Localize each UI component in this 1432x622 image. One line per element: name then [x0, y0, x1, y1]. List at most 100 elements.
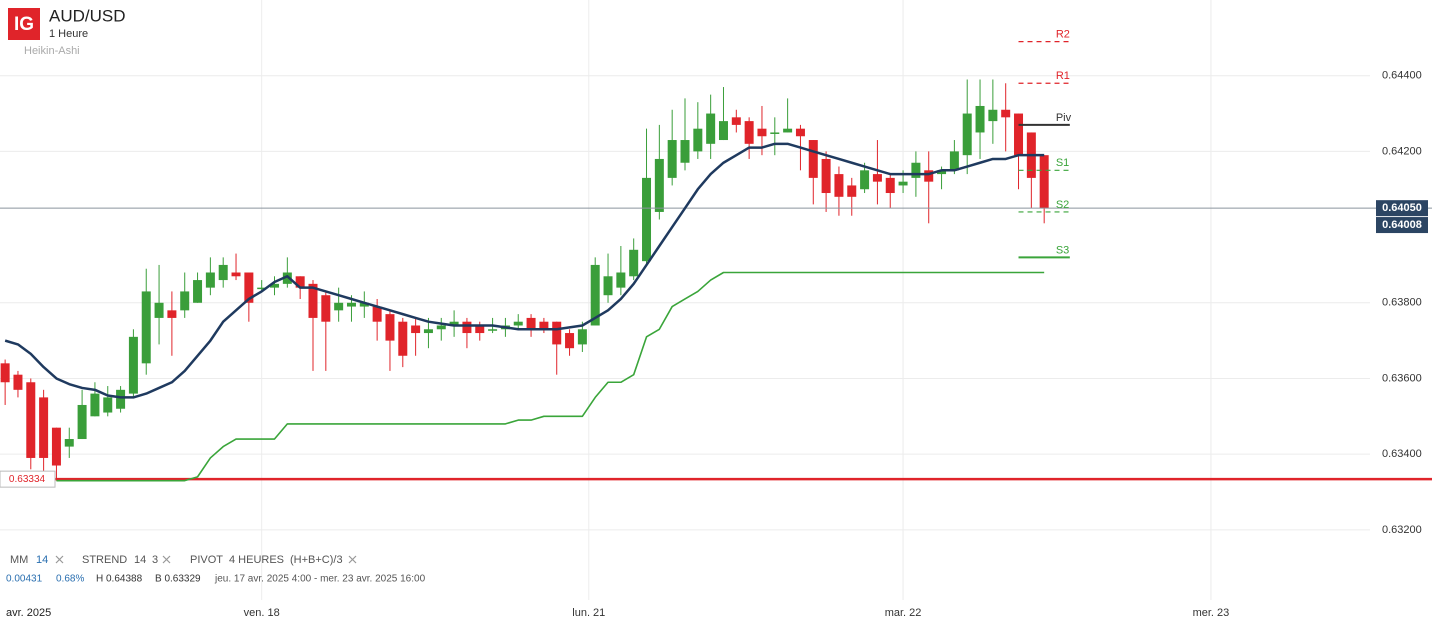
candle-body	[847, 185, 857, 197]
candle-body	[436, 325, 446, 330]
candle-body	[270, 283, 280, 288]
remove-icon[interactable]	[162, 555, 171, 564]
candle-body	[321, 295, 331, 322]
x-tick-label: mar. 22	[885, 607, 922, 619]
candle-body	[1001, 109, 1011, 118]
candle-body	[398, 321, 408, 356]
candle-body	[808, 140, 818, 178]
candle-body	[193, 280, 203, 303]
candle-body	[488, 329, 498, 331]
indicator-param: 3	[152, 554, 158, 566]
indicator-name: PIVOT	[190, 554, 223, 566]
y-tick-label: 0.63400	[1382, 448, 1422, 460]
candle-body	[359, 302, 369, 307]
candle-body	[116, 389, 126, 409]
candle-body	[872, 174, 882, 182]
candle-body	[821, 158, 831, 194]
chart-style: Heikin-Ashi	[24, 45, 80, 57]
remove-icon[interactable]	[348, 555, 357, 564]
plot-area	[0, 79, 1049, 481]
candle-body	[51, 427, 61, 466]
indicator-name: MM	[10, 554, 28, 566]
last-price-box	[1376, 217, 1428, 234]
y-tick-label: 0.64200	[1382, 145, 1422, 157]
candle-body	[731, 117, 741, 125]
candle-body	[231, 272, 241, 277]
candle-body	[308, 283, 318, 318]
y-tick-label: 0.64400	[1382, 70, 1422, 82]
last-price-label: 0.64008	[1382, 219, 1422, 231]
candle-body	[603, 276, 613, 296]
candle-body	[577, 329, 587, 345]
pivot-label: S3	[1056, 244, 1069, 256]
candle-body	[795, 128, 805, 137]
candle-body	[975, 105, 985, 133]
candle-body	[385, 314, 395, 341]
candle-body	[77, 404, 87, 440]
candle-body	[244, 272, 254, 303]
candle-body	[90, 393, 100, 417]
price-label-box	[1376, 200, 1428, 217]
stat-high: H 0.64388	[96, 574, 143, 585]
candle-body	[346, 302, 356, 307]
price-label-box	[0, 470, 56, 488]
stat-change: 0.00431	[6, 574, 43, 585]
candle-body	[706, 113, 716, 144]
pivot-label: S2	[1056, 199, 1069, 211]
candle-body	[64, 439, 74, 447]
candle-body	[513, 321, 523, 326]
logo-text: IG	[14, 14, 34, 35]
logo	[8, 8, 40, 40]
candle-body	[257, 287, 267, 290]
price-label: 0.63334	[9, 474, 46, 485]
candle-body	[475, 325, 485, 334]
candle-body	[141, 291, 151, 364]
candle-body	[295, 276, 305, 288]
overlay: 0.63334 0.64050 0.64008 R2 R1 Piv S1 S2 S3	[0, 29, 1432, 488]
candle-body	[898, 181, 908, 186]
candle-body	[552, 321, 562, 345]
candle-body	[860, 170, 870, 190]
stat-range: jeu. 17 avr. 2025 4:00 - mer. 23 avr. 20…	[214, 574, 426, 585]
indicator-line	[56, 271, 1045, 482]
candle-body	[372, 306, 382, 322]
candle-body	[39, 397, 49, 458]
price-label: 0.64050	[1382, 202, 1422, 214]
indicator-line	[4, 142, 1045, 399]
candle-body	[1039, 155, 1049, 209]
candle-body	[26, 382, 36, 458]
candle-body	[180, 291, 190, 311]
candle-body	[103, 397, 113, 413]
candle-body	[962, 113, 972, 156]
y-tick-label: 0.63200	[1382, 524, 1422, 536]
stat-low: B 0.63329	[155, 574, 201, 585]
pivot-label: S1	[1056, 157, 1069, 169]
candle-body	[539, 321, 549, 330]
indicator-param: 14	[134, 554, 146, 566]
candle-body	[718, 121, 728, 141]
candle-body	[680, 140, 690, 163]
candle-body	[616, 272, 626, 288]
candle-body	[937, 170, 947, 175]
y-tick-label: 0.63800	[1382, 297, 1422, 309]
candle-body	[988, 109, 998, 122]
x-tick-label: lun. 21	[572, 607, 605, 619]
candle-body	[205, 272, 215, 288]
candle-body	[462, 321, 472, 334]
remove-icon[interactable]	[55, 555, 64, 564]
candle-body	[449, 321, 459, 326]
candle-body	[911, 162, 921, 178]
candle-body	[1014, 113, 1024, 156]
x-period-label: avr. 2025	[6, 607, 51, 619]
chart-title: AUD/USD	[49, 6, 126, 25]
candle-body	[885, 177, 895, 194]
candle-body	[0, 363, 10, 383]
candle-body	[642, 177, 652, 262]
pivot-label: R1	[1056, 70, 1070, 82]
candle-body	[654, 158, 664, 212]
x-tick-label: mer. 23	[1193, 607, 1230, 619]
indicator-param: 14	[36, 554, 48, 566]
candle-body	[783, 128, 793, 133]
candle-body	[590, 264, 600, 326]
chart-subtitle: 1 Heure	[49, 28, 88, 40]
